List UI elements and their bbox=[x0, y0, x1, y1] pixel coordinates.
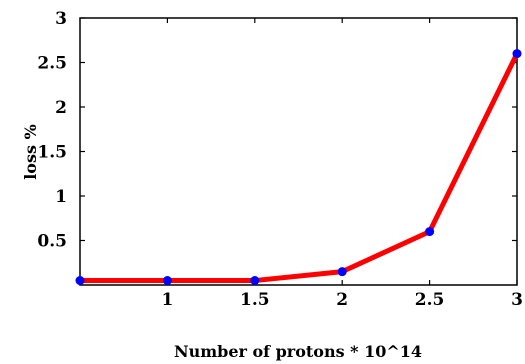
series-layer bbox=[75, 49, 522, 286]
plot-frame bbox=[79, 17, 518, 286]
y-tick-label: 3 bbox=[55, 9, 67, 29]
x-tick-label: 3 bbox=[511, 290, 523, 310]
x-tick-label: 1 bbox=[161, 290, 173, 310]
data-point bbox=[512, 49, 522, 59]
y-tick-label: 1.5 bbox=[37, 143, 67, 163]
y-tick-label: 2.5 bbox=[37, 54, 67, 74]
ticks: 1 1.5 2 2.5 3 0.5 1 1.5 2 2.5 3 bbox=[37, 9, 523, 310]
y-tick-label: 1 bbox=[55, 187, 67, 207]
y-tick-label: 2 bbox=[55, 98, 67, 118]
x-axis-title: Number of protons * 10^14 bbox=[174, 342, 422, 361]
x-tick-label: 1.5 bbox=[240, 290, 270, 310]
data-point bbox=[337, 267, 347, 277]
y-tick-label: 0.5 bbox=[37, 232, 67, 252]
data-point bbox=[75, 276, 85, 286]
x-tick-label: 2.5 bbox=[415, 290, 445, 310]
data-point bbox=[425, 227, 435, 237]
x-tick-label: 2 bbox=[336, 290, 348, 310]
series-line bbox=[80, 52, 520, 284]
data-point bbox=[250, 276, 260, 286]
y-axis-title: loss % bbox=[21, 124, 40, 180]
data-point bbox=[162, 276, 172, 286]
